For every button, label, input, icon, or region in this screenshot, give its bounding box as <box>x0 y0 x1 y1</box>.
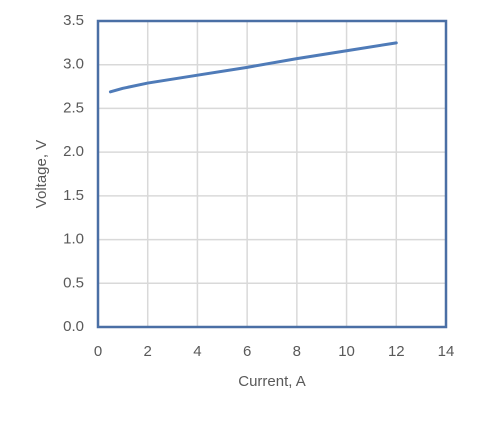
x-tick-label: 10 <box>338 343 355 360</box>
x-tick-label: 6 <box>243 343 251 360</box>
x-tick-label: 12 <box>388 343 405 360</box>
plot-frame <box>96 19 448 329</box>
x-tick-label: 8 <box>293 343 301 360</box>
y-tick-label: 3.0 <box>63 56 84 73</box>
x-tick-label: 14 <box>438 343 455 360</box>
y-tick-label: 0.0 <box>63 318 84 335</box>
y-tick-label: 1.5 <box>63 187 84 204</box>
y-tick-label: 2.5 <box>63 99 84 116</box>
x-tick-label: 0 <box>94 343 102 360</box>
y-tick-label: 1.0 <box>63 231 84 248</box>
y-tick-label: 2.0 <box>63 143 84 160</box>
data-line <box>108 41 398 94</box>
y-tick-label: 0.5 <box>63 274 84 291</box>
y-axis-title: Voltage, V <box>33 140 50 208</box>
x-axis-title: Current, A <box>238 373 306 390</box>
x-tick-label: 2 <box>144 343 152 360</box>
x-tick-label: 4 <box>193 343 201 360</box>
y-tick-label: 3.5 <box>63 12 84 29</box>
